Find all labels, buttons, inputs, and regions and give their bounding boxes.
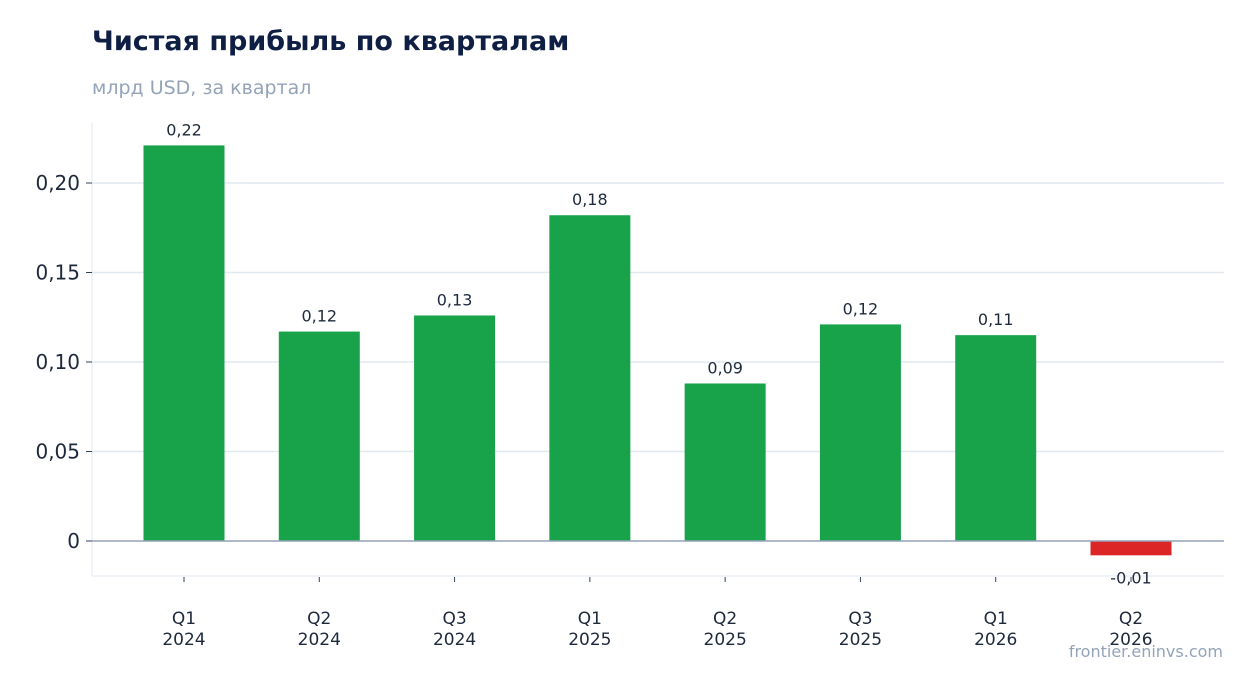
y-tick-label: 0,10 [35, 350, 80, 374]
bar [278, 331, 360, 541]
source-credit: frontier.eninvs.com [1068, 642, 1223, 661]
x-tick-label-quarter: Q3 [442, 609, 466, 629]
bar [684, 383, 766, 541]
data-label: 0,18 [572, 190, 608, 209]
x-tick-label-year: 2026 [974, 630, 1017, 650]
y-tick-label: 0 [67, 529, 80, 553]
chart-title: Чистая прибыль по кварталам [92, 26, 570, 57]
data-label: 0,12 [301, 307, 337, 326]
chart-subtitle: млрд USD, за квартал [92, 77, 312, 99]
data-label: 0,09 [707, 358, 743, 377]
bar [1090, 541, 1172, 556]
y-tick-label: 0,05 [35, 440, 80, 464]
bar [549, 215, 631, 541]
bar [414, 315, 496, 541]
data-label: 0,11 [978, 310, 1014, 329]
x-tick-label-quarter: Q1 [578, 609, 602, 629]
bar [955, 335, 1037, 541]
x-tick-label-year: 2024 [433, 630, 476, 650]
data-label: 0,22 [166, 120, 202, 139]
x-tick-label-year: 2024 [162, 630, 205, 650]
y-tick-label: 0,15 [35, 261, 80, 285]
x-tick-label-year: 2024 [298, 630, 341, 650]
bar [143, 145, 225, 541]
bar [819, 324, 901, 541]
x-tick-label-quarter: Q2 [1119, 609, 1143, 629]
x-tick-label-year: 2026 [1109, 630, 1152, 650]
y-tick-label: 0,20 [35, 171, 80, 195]
x-tick-label-quarter: Q1 [984, 609, 1008, 629]
x-tick-label-quarter: Q2 [307, 609, 331, 629]
data-label: 0,12 [843, 299, 879, 318]
x-tick-label-quarter: Q1 [172, 609, 196, 629]
x-tick-label-quarter: Q2 [713, 609, 737, 629]
x-tick-label-year: 2025 [568, 630, 611, 650]
x-tick-label-quarter: Q3 [848, 609, 872, 629]
x-tick-label-year: 2025 [704, 630, 747, 650]
data-label: 0,13 [437, 290, 473, 309]
x-tick-label-year: 2025 [839, 630, 882, 650]
